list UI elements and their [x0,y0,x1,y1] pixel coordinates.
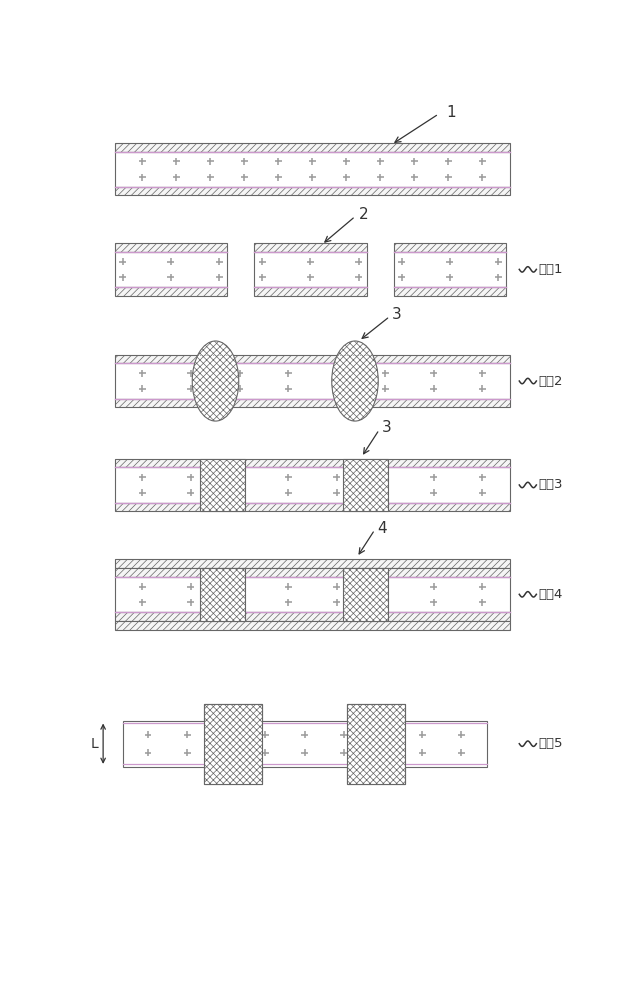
Bar [115,612,510,620]
Bar [115,143,510,152]
Bar [394,252,506,287]
Bar [115,287,227,296]
Bar [347,767,405,784]
Ellipse shape [192,341,239,421]
Text: 1: 1 [447,105,456,120]
Bar [123,721,487,767]
Text: 2: 2 [358,207,369,222]
Text: 步骤2: 步骤2 [539,375,563,388]
Bar [394,243,506,252]
Bar [204,767,262,784]
Bar [115,559,510,568]
Bar [115,467,510,503]
Bar [115,459,510,467]
Bar [204,704,262,784]
Bar [115,399,510,407]
Bar [115,503,510,511]
Bar [343,459,389,511]
Bar [394,287,506,296]
Text: 3: 3 [381,420,391,436]
Text: 步骤3: 步骤3 [539,478,563,491]
Bar [200,568,245,620]
Bar [115,363,510,399]
Bar [115,152,510,187]
Bar [115,187,510,195]
Text: 4: 4 [377,521,387,536]
Bar [115,243,227,252]
Bar [347,704,405,721]
Ellipse shape [332,341,378,421]
Bar [115,620,510,630]
Text: 步骤4: 步骤4 [539,588,563,601]
Bar [254,252,367,287]
Bar [200,459,245,511]
Bar [254,243,367,252]
Text: 步骤1: 步骤1 [539,263,563,276]
Bar [347,704,405,784]
Bar [204,704,262,721]
Bar [115,577,510,612]
Bar [343,568,389,620]
Bar [115,355,510,363]
Bar [254,287,367,296]
Text: 步骤5: 步骤5 [539,737,563,750]
Text: L: L [91,737,98,751]
Bar [115,252,227,287]
Bar [115,568,510,577]
Text: 3: 3 [392,307,402,322]
